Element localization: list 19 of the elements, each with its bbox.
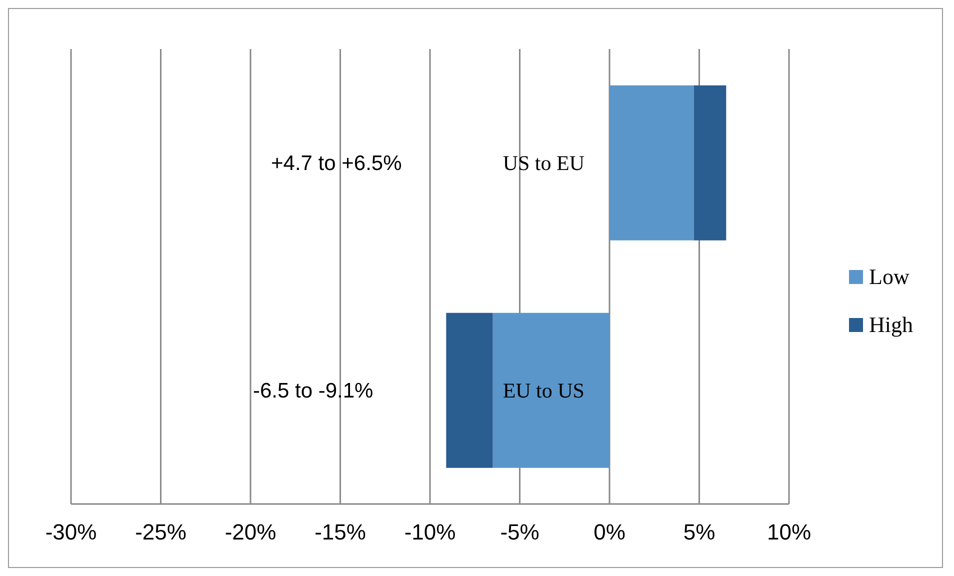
x-tick-label: -10% (404, 520, 456, 545)
legend-label: High (869, 312, 913, 338)
bar (446, 312, 493, 468)
y-tick-label: EU to US (502, 378, 584, 403)
annotation: -6.5 to -9.1% (253, 380, 374, 403)
x-tick-label: -30% (45, 520, 97, 545)
bar (694, 85, 726, 240)
x-tick-label: 10% (766, 520, 812, 545)
x-tick-label: 0% (594, 520, 626, 545)
x-tick-label: 5% (683, 520, 716, 545)
bar (610, 85, 694, 240)
x-tick-label: -25% (135, 520, 186, 545)
x-tick-label: -15% (314, 520, 366, 545)
y-tick-label: US to EU (502, 151, 584, 176)
legend-label: Low (869, 264, 910, 290)
annotation: +4.7 to +6.5% (271, 152, 402, 176)
x-tick-label: -20% (224, 520, 276, 545)
x-tick-label: -5% (500, 520, 540, 545)
bar (492, 312, 610, 468)
